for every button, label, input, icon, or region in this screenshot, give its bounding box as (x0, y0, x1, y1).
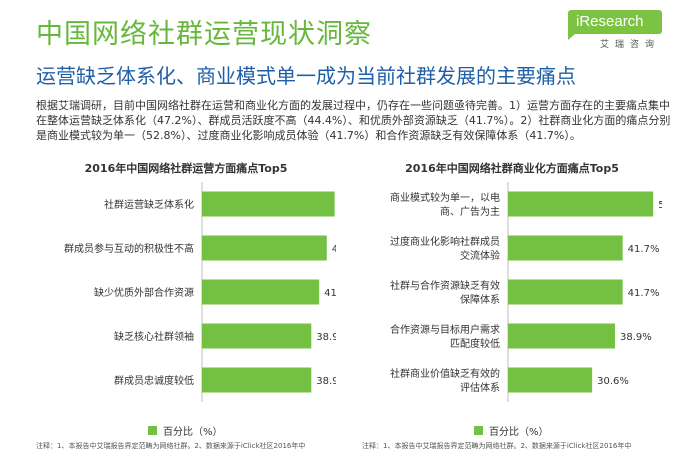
operations-category-label-3: 缺少优质外部合作资源 (94, 286, 194, 299)
page-subtitle: 运营缺乏体系化、商业模式单一成为当前社群发展的主要痛点 (36, 64, 576, 88)
operations-bar-1 (202, 191, 335, 217)
intro-paragraph: 根据艾瑞调研，目前中国网络社群在运营和商业化方面的发展过程中，仍存在一些问题亟待… (36, 99, 671, 142)
operations-value-label-4: 38.9% (316, 332, 336, 343)
commercialization-value-label-3: 41.7% (628, 288, 660, 299)
logo-text: iResearch (568, 10, 662, 40)
footnote-left: 注释：1、本报告中艾瑞报告界定范畴为网络社群。2、数据来源于iClick社区20… (36, 442, 306, 450)
commercialization-category-label-2: 过度商业化影响社群成员交流体验 (390, 235, 500, 262)
operations-value-label-2: 44.4% (332, 244, 336, 255)
operations-legend-label: 百分比（%） (163, 426, 223, 438)
page-title: 中国网络社群运营现状洞察 (36, 19, 372, 50)
commercialization-category-label-5: 社群商业价值缺乏有效的评估体系 (390, 367, 500, 394)
commercialization-chart-svg: 2016年中国网络社群商业化方面痛点Top5 52.8% 商业模式较为单一，以电商、… (390, 161, 662, 438)
commercialization-bar-2 (508, 235, 623, 261)
operations-legend-swatch (148, 426, 157, 435)
operations-category-label-4: 缺乏核心社群领袖 (114, 330, 194, 343)
commercialization-value-label-2: 41.7% (628, 244, 660, 255)
commercialization-bar-4 (508, 323, 615, 349)
commercialization-bar-3 (508, 279, 623, 305)
commercialization-value-label-4: 38.9% (620, 332, 652, 343)
operations-bar-2 (202, 235, 327, 261)
commercialization-value-label-5: 30.6% (597, 376, 629, 387)
operations-chart-svg: 2016年中国网络社群运营方面痛点Top547.2%社群运营缺乏体系化44.4%… (64, 161, 336, 438)
operations-category-label-2: 群成员参与互动的积极性不高 (64, 242, 194, 255)
operations-value-label-3: 41.7% (324, 288, 336, 299)
operations-chart-title: 2016年中国网络社群运营方面痛点Top5 (85, 161, 288, 175)
footnote-right: 注释：1、本报告中艾瑞报告界定范畴为网络社群。2、数据来源于iClick社区20… (362, 442, 632, 450)
operations-category-label-1: 社群运营缺乏体系化 (104, 198, 194, 211)
commercialization-bar-5 (508, 367, 593, 393)
iresearch-logo: iResearch 艾瑞咨询 (568, 10, 680, 50)
commercialization-chart-title: 2016年中国网络社群商业化方面痛点Top5 (405, 161, 619, 175)
operations-bar-5 (202, 367, 312, 393)
commercialization-category-label-1: 商业模式较为单一，以电商、广告为主 (390, 191, 500, 218)
commercialization-category-label-3: 社群与合作资源缺乏有效保障体系 (390, 279, 500, 306)
operations-value-label-5: 38.9% (316, 376, 336, 387)
commercialization-legend-swatch (474, 426, 483, 435)
commercialization-category-label-4: 合作资源与目标用户需求匹配度较低 (390, 323, 500, 350)
commercialization-legend-label: 百分比（%） (489, 426, 549, 438)
operations-bar-4 (202, 323, 312, 349)
operations-bar-3 (202, 279, 320, 305)
operations-category-label-5: 群成员忠诚度较低 (114, 374, 194, 387)
commercialization-pain-points-chart: 2016年中国网络社群商业化方面痛点Top5 52.8% 商业模式较为单一，以电商、… (362, 152, 662, 440)
operations-pain-points-chart: 2016年中国网络社群运营方面痛点Top547.2%社群运营缺乏体系化44.4%… (36, 152, 336, 440)
commercialization-bar-1 (508, 191, 654, 217)
commercialization-value-label-1: 52.8% (658, 200, 662, 211)
logo-subtext: 艾瑞咨询 (600, 40, 661, 50)
